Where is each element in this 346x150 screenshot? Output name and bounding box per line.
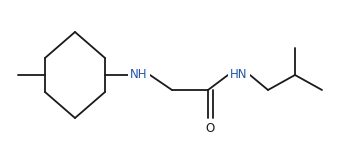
Text: HN: HN xyxy=(230,69,248,81)
Text: NH: NH xyxy=(130,69,148,81)
Text: O: O xyxy=(206,122,215,135)
